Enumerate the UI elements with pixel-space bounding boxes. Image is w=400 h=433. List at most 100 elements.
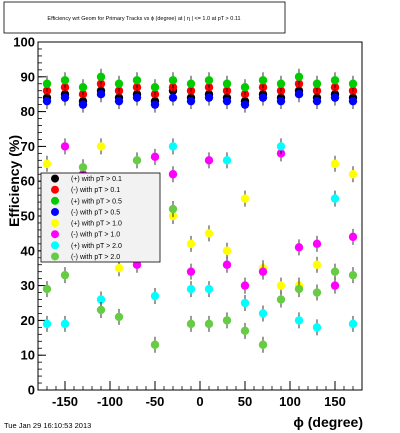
- data-point: [132, 93, 142, 102]
- data-point: [240, 326, 250, 336]
- data-point: [222, 96, 232, 106]
- legend-marker: [51, 207, 59, 216]
- data-point: [330, 267, 340, 276]
- data-point: [312, 288, 322, 297]
- data-point: [186, 79, 196, 88]
- data-point: [186, 284, 196, 294]
- data-point: [96, 72, 106, 82]
- data-point: [312, 96, 322, 106]
- data-point: [240, 100, 250, 109]
- legend-label: (-) with pT > 1.0: [71, 232, 120, 239]
- data-point: [60, 270, 70, 280]
- data-point: [240, 298, 250, 308]
- data-point: [348, 232, 358, 242]
- data-point: [186, 96, 196, 106]
- data-point: [114, 264, 124, 273]
- legend-label: (-) with pT > 0.1: [71, 187, 120, 194]
- legend-label: (+) with pT > 0.5: [71, 198, 122, 205]
- x-tick-label: 0: [196, 394, 203, 409]
- data-point: [258, 267, 268, 276]
- data-point: [96, 90, 106, 99]
- data-point: [294, 72, 304, 82]
- legend-marker: [51, 230, 59, 239]
- data-point: [78, 163, 88, 172]
- data-point: [60, 93, 70, 102]
- data-point: [132, 260, 142, 269]
- data-point: [294, 90, 304, 99]
- data-point: [204, 76, 214, 85]
- x-tick-label: -100: [97, 394, 123, 409]
- y-axis: 0 10 20 30 40 50 60 70 80 90 100: [13, 35, 46, 398]
- y-tick-label: 50: [21, 209, 35, 224]
- data-point: [204, 93, 214, 102]
- data-point: [276, 142, 286, 151]
- data-points: [42, 68, 358, 353]
- data-point: [150, 340, 160, 349]
- timestamp: Tue Jan 29 16:10:53 2013: [4, 421, 91, 430]
- data-point: [276, 79, 286, 88]
- x-tick-label: 150: [324, 394, 346, 409]
- data-point: [276, 96, 286, 106]
- data-point: [240, 194, 250, 203]
- data-point: [132, 156, 142, 165]
- x-axis-label: ϕ (degree): [293, 414, 363, 430]
- data-point: [150, 100, 160, 109]
- data-point: [168, 93, 178, 102]
- y-tick-label: 80: [21, 104, 35, 119]
- data-point: [258, 76, 268, 85]
- data-point: [42, 79, 52, 88]
- data-point: [348, 319, 358, 329]
- data-point: [168, 170, 178, 179]
- data-point: [114, 96, 124, 106]
- data-point: [258, 340, 268, 349]
- data-point: [348, 79, 358, 88]
- data-point: [60, 142, 70, 151]
- data-point: [348, 170, 358, 179]
- data-point: [204, 156, 214, 165]
- data-point: [222, 316, 232, 325]
- data-point: [348, 96, 358, 106]
- y-tick-label: 0: [28, 383, 35, 398]
- y-tick-label: 20: [21, 313, 35, 328]
- legend-marker: [51, 185, 59, 194]
- data-point: [294, 284, 304, 294]
- legend-marker: [51, 174, 59, 183]
- chart-title: Efficiency wrt Geom for Primary Tracks v…: [47, 16, 240, 22]
- data-point: [330, 281, 340, 290]
- data-point: [60, 76, 70, 85]
- y-tick-label: 60: [21, 174, 35, 189]
- data-point: [114, 79, 124, 88]
- y-tick-label: 10: [21, 348, 35, 363]
- data-point: [258, 93, 268, 102]
- x-axis: -150 -100 -50 0 50 100 150: [46, 381, 354, 409]
- data-point: [294, 316, 304, 325]
- y-tick-label: 70: [21, 139, 35, 154]
- legend: (+) with pT > 0.1 (-) with pT > 0.1 (+) wi…: [40, 172, 161, 263]
- data-point: [204, 319, 214, 329]
- data-point: [186, 319, 196, 329]
- data-point: [312, 260, 322, 269]
- x-tick-label: 50: [238, 394, 252, 409]
- data-point: [114, 312, 124, 322]
- data-point: [42, 159, 52, 168]
- data-point: [222, 260, 232, 269]
- data-point: [168, 204, 178, 214]
- data-point: [96, 305, 106, 315]
- legend-marker: [51, 219, 59, 228]
- data-point: [186, 267, 196, 276]
- legend-label: (-) with pT > 0.5: [71, 209, 120, 216]
- data-point: [168, 76, 178, 85]
- legend-marker: [51, 241, 59, 250]
- legend-marker: [51, 196, 59, 205]
- data-point: [312, 323, 322, 332]
- legend-label: (+) with pT > 2.0: [71, 243, 122, 250]
- data-point: [222, 79, 232, 88]
- data-point: [132, 76, 142, 85]
- data-point: [150, 152, 160, 162]
- data-point: [330, 194, 340, 203]
- legend-label: (+) with pT > 0.1: [71, 176, 122, 183]
- x-tick-label: 100: [279, 394, 301, 409]
- data-point: [78, 100, 88, 109]
- data-point: [78, 83, 88, 92]
- data-point: [348, 270, 358, 280]
